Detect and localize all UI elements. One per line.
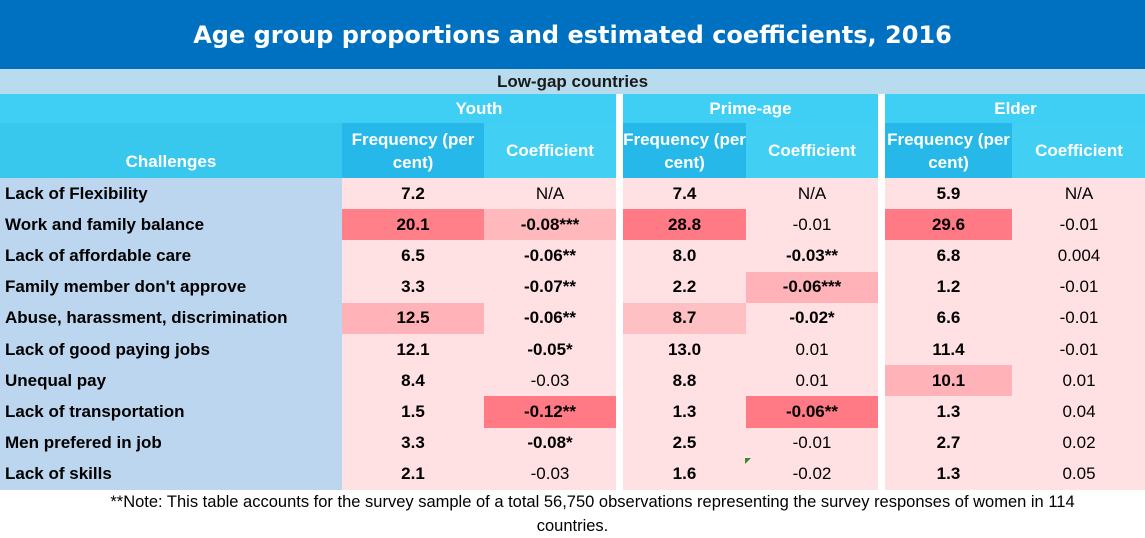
elder-coefficient-cell: N/A bbox=[1012, 178, 1145, 210]
elder-coefficient-cell: 0.05 bbox=[1012, 458, 1145, 490]
youth-coefficient-cell: -0.12** bbox=[484, 396, 616, 428]
prime-age-coefficient-header: Coefficient bbox=[746, 123, 878, 178]
elder-frequency-cell: 1.3 bbox=[885, 458, 1012, 490]
prime-age-frequency-cell: 2.2 bbox=[623, 271, 746, 303]
elder-coefficient-cell: -0.01 bbox=[1012, 302, 1145, 334]
elder-frequency-cell: 5.9 bbox=[885, 178, 1012, 210]
row-label: Lack of transportation bbox=[0, 396, 342, 428]
prime-age-coefficient-cell: -0.03** bbox=[746, 240, 878, 272]
row-label: Abuse, harassment, discrimination bbox=[0, 302, 342, 334]
youth-coefficient-cell: -0.06** bbox=[484, 240, 616, 272]
prime-age-coefficient-cell: -0.02* bbox=[746, 302, 878, 334]
youth-frequency-cell: 3.3 bbox=[342, 271, 484, 303]
elder-frequency-cell: 6.8 bbox=[885, 240, 1012, 272]
elder-coefficient-cell: 0.004 bbox=[1012, 240, 1145, 272]
elder-coefficient-header: Coefficient bbox=[1012, 123, 1145, 178]
prime-age-coefficient-cell: 0.01 bbox=[746, 333, 878, 366]
prime-age-coefficient-cell: -0.06*** bbox=[746, 271, 878, 303]
elder-coefficient-cell: -0.01 bbox=[1012, 271, 1145, 303]
elder-coefficient-cell: -0.01 bbox=[1012, 333, 1145, 366]
row-label: Lack of good paying jobs bbox=[0, 333, 342, 366]
youth-coefficient-cell: -0.08*** bbox=[484, 209, 616, 241]
prime-age-frequency-cell: 1.3 bbox=[623, 396, 746, 428]
prime-age-frequency-cell: 8.8 bbox=[623, 365, 746, 397]
prime-age-frequency-header: Frequency (per cent) bbox=[623, 123, 746, 178]
row-label: Men prefered in job bbox=[0, 427, 342, 459]
youth-frequency-header: Frequency (per cent) bbox=[342, 123, 484, 178]
group-header-youth: Youth bbox=[342, 94, 616, 123]
footnote-line-2: countries. bbox=[536, 517, 609, 535]
chart-subtitle: Low-gap countries bbox=[0, 69, 1145, 94]
youth-frequency-cell: 6.5 bbox=[342, 240, 484, 272]
elder-frequency-cell: 1.3 bbox=[885, 396, 1012, 428]
prime-age-frequency-cell: 8.0 bbox=[623, 240, 746, 272]
footnote-line-1: **Note: This table accounts for the surv… bbox=[110, 493, 1075, 511]
group-header-prime-age: Prime-age bbox=[623, 94, 878, 123]
elder-coefficient-cell: 0.02 bbox=[1012, 427, 1145, 459]
youth-frequency-cell: 20.1 bbox=[342, 209, 484, 241]
prime-age-coefficient-cell: -0.01 bbox=[746, 427, 878, 459]
youth-coefficient-cell: -0.03 bbox=[484, 365, 616, 397]
row-label: Work and family balance bbox=[0, 209, 342, 241]
challenges-header: Challenges bbox=[0, 123, 342, 178]
data-table: Youth Prime-age Elder Challenges Frequen… bbox=[0, 94, 1145, 490]
youth-frequency-cell: 7.2 bbox=[342, 178, 484, 210]
prime-age-coefficient-cell: -0.06** bbox=[746, 396, 878, 428]
youth-frequency-cell: 12.1 bbox=[342, 333, 484, 366]
youth-coefficient-cell: -0.08* bbox=[484, 427, 616, 459]
prime-age-frequency-cell: 7.4 bbox=[623, 178, 746, 210]
prime-age-frequency-cell: 13.0 bbox=[623, 333, 746, 366]
elder-frequency-cell: 2.7 bbox=[885, 427, 1012, 459]
elder-coefficient-cell: 0.01 bbox=[1012, 365, 1145, 397]
youth-frequency-cell: 8.4 bbox=[342, 365, 484, 397]
prime-age-frequency-cell: 28.8 bbox=[623, 209, 746, 241]
elder-coefficient-cell: 0.04 bbox=[1012, 396, 1145, 428]
header-blank bbox=[0, 94, 342, 123]
elder-frequency-cell: 1.2 bbox=[885, 271, 1012, 303]
elder-frequency-cell: 6.6 bbox=[885, 302, 1012, 334]
youth-coefficient-cell: -0.06** bbox=[484, 302, 616, 334]
group-separator bbox=[878, 94, 885, 490]
prime-age-frequency-cell: 8.7 bbox=[623, 302, 746, 334]
prime-age-coefficient-cell: -0.01 bbox=[746, 209, 878, 241]
youth-frequency-cell: 1.5 bbox=[342, 396, 484, 428]
elder-frequency-cell: 11.4 bbox=[885, 333, 1012, 366]
prime-age-coefficient-cell: 0.01 bbox=[746, 365, 878, 397]
prime-age-frequency-cell: 2.5 bbox=[623, 427, 746, 459]
group-separator bbox=[616, 94, 623, 490]
elder-frequency-cell: 29.6 bbox=[885, 209, 1012, 241]
chart-title: Age group proportions and estimated coef… bbox=[0, 0, 1145, 69]
youth-frequency-cell: 12.5 bbox=[342, 302, 484, 334]
row-label: Lack of Flexibility bbox=[0, 178, 342, 210]
youth-coefficient-cell: -0.05* bbox=[484, 333, 616, 366]
youth-coefficient-cell: -0.03 bbox=[484, 458, 616, 490]
youth-coefficient-cell: -0.07** bbox=[484, 271, 616, 303]
youth-frequency-cell: 3.3 bbox=[342, 427, 484, 459]
youth-frequency-cell: 2.1 bbox=[342, 458, 484, 490]
footnote: **Note: This table accounts for the surv… bbox=[0, 490, 1145, 538]
prime-age-frequency-cell: 1.6 bbox=[623, 458, 746, 490]
group-header-elder: Elder bbox=[885, 94, 1145, 123]
elder-frequency-header: Frequency (per cent) bbox=[885, 123, 1012, 178]
prime-age-coefficient-cell: -0.02 bbox=[746, 458, 878, 490]
elder-frequency-cell: 10.1 bbox=[885, 365, 1012, 397]
row-label: Family member don't approve bbox=[0, 271, 342, 303]
row-label: Unequal pay bbox=[0, 365, 342, 397]
youth-coefficient-header: Coefficient bbox=[484, 123, 616, 178]
elder-coefficient-cell: -0.01 bbox=[1012, 209, 1145, 241]
corner-mark bbox=[745, 458, 751, 464]
youth-coefficient-cell: N/A bbox=[484, 178, 616, 210]
row-label: Lack of skills bbox=[0, 458, 342, 490]
prime-age-coefficient-cell: N/A bbox=[746, 178, 878, 210]
row-label: Lack of affordable care bbox=[0, 240, 342, 272]
